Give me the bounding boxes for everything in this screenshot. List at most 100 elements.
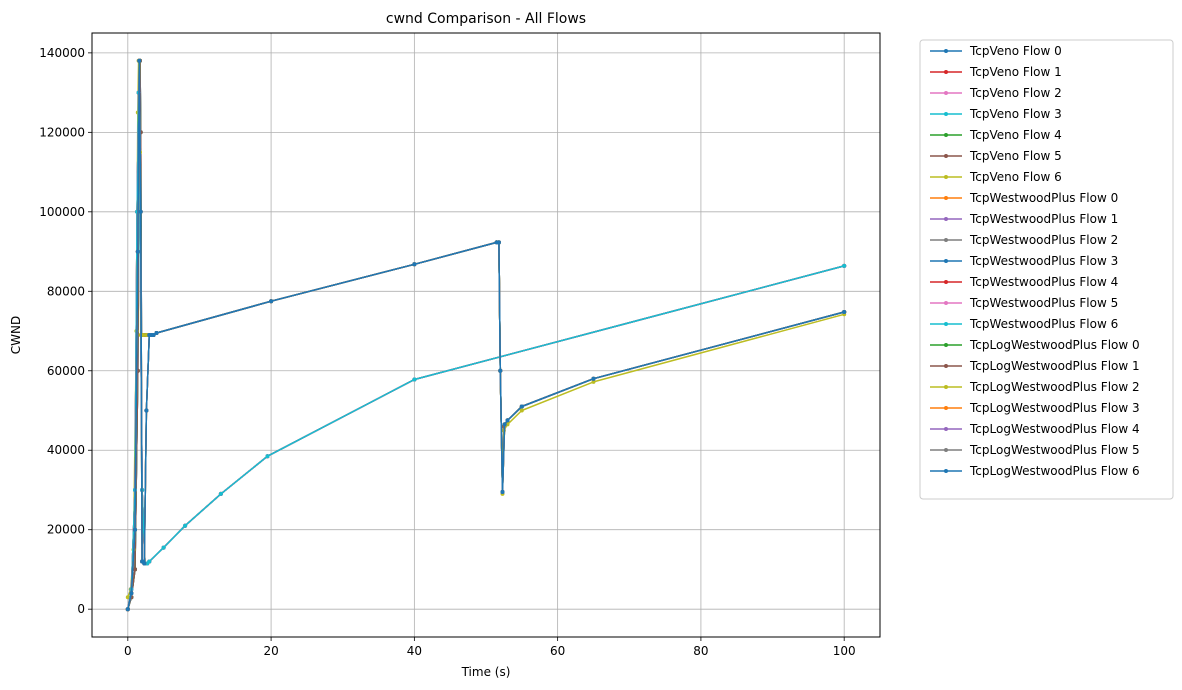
y-tick-label: 60000 xyxy=(47,364,85,378)
data-point xyxy=(842,263,847,268)
x-tick-label: 40 xyxy=(407,644,422,658)
data-point xyxy=(265,454,270,459)
x-axis-title: Time (s) xyxy=(461,665,511,679)
x-tick-label: 100 xyxy=(833,644,856,658)
legend-swatch-marker xyxy=(944,91,948,95)
legend-item: TcpWestwoodPlus Flow 3 xyxy=(930,254,1118,268)
y-tick-label: 120000 xyxy=(39,125,85,139)
series-20 xyxy=(125,58,847,612)
legend-swatch-marker xyxy=(944,406,948,410)
x-tick-label: 60 xyxy=(550,644,565,658)
data-point xyxy=(154,331,159,335)
legend-label: TcpVeno Flow 0 xyxy=(969,44,1062,58)
legend-label: TcpLogWestwoodPlus Flow 1 xyxy=(969,359,1140,373)
data-point xyxy=(183,523,188,528)
y-tick-label: 140000 xyxy=(39,46,85,60)
legend-label: TcpVeno Flow 6 xyxy=(969,170,1062,184)
data-point xyxy=(591,379,596,384)
data-point xyxy=(144,333,149,337)
legend-item: TcpWestwoodPlus Flow 6 xyxy=(930,317,1118,331)
legend-item: TcpLogWestwoodPlus Flow 4 xyxy=(930,422,1140,436)
legend-label: TcpWestwoodPlus Flow 5 xyxy=(969,296,1118,310)
legend-swatch-marker xyxy=(944,238,948,242)
legend-label: TcpWestwoodPlus Flow 4 xyxy=(969,275,1118,289)
y-axis-title: CWND xyxy=(9,316,23,354)
legend-label: TcpWestwoodPlus Flow 0 xyxy=(969,191,1118,205)
data-point xyxy=(412,377,417,382)
legend-swatch-marker xyxy=(944,133,948,137)
legend: TcpVeno Flow 0 TcpVeno Flow 1 TcpVeno Flow… xyxy=(919,39,1174,500)
legend-swatch-marker xyxy=(944,70,948,74)
data-point xyxy=(498,368,503,373)
legend-swatch-marker xyxy=(944,469,948,473)
data-point xyxy=(502,422,507,427)
legend-swatch-marker xyxy=(944,175,948,179)
data-point xyxy=(142,561,147,566)
y-tick-label: 20000 xyxy=(47,523,85,537)
data-point xyxy=(144,408,149,413)
data-point xyxy=(129,591,134,596)
legend-swatch-marker xyxy=(944,427,948,431)
chart-title: cwnd Comparison - All Flows xyxy=(386,11,586,27)
y-tick-label: 100000 xyxy=(39,205,85,219)
data-point xyxy=(412,262,417,267)
legend-label: TcpVeno Flow 5 xyxy=(969,149,1062,163)
legend-swatch-marker xyxy=(944,217,948,221)
data-point xyxy=(137,58,142,63)
legend-label: TcpLogWestwoodPlus Flow 4 xyxy=(969,422,1140,436)
data-point xyxy=(161,545,166,550)
legend-label: TcpLogWestwoodPlus Flow 2 xyxy=(969,380,1140,394)
legend-swatch-marker xyxy=(944,196,948,200)
data-point xyxy=(269,299,274,304)
y-tick-label: 0 xyxy=(77,602,85,616)
legend-swatch-marker xyxy=(944,343,948,347)
y-axis-ticks: 0 20000 40000 60000 80000 100000 120000 140000 xyxy=(39,46,92,616)
legend-item: TcpVeno Flow 0 xyxy=(930,44,1062,58)
legend-item: TcpLogWestwoodPlus Flow 1 xyxy=(930,359,1140,373)
data-point xyxy=(505,422,510,427)
data-point xyxy=(133,527,137,532)
legend-item: TcpVeno Flow 3 xyxy=(930,107,1062,121)
data-point xyxy=(135,249,140,254)
legend-item: TcpWestwoodPlus Flow 0 xyxy=(930,191,1118,205)
legend-swatch-marker xyxy=(944,364,948,368)
legend-swatch-marker xyxy=(944,280,948,284)
legend-label: TcpWestwoodPlus Flow 2 xyxy=(969,233,1118,247)
legend-swatch-marker xyxy=(944,385,948,389)
data-point xyxy=(218,491,223,496)
plot-frame xyxy=(91,32,881,638)
legend-item: TcpWestwoodPlus Flow 4 xyxy=(930,275,1118,289)
data-point xyxy=(151,333,156,337)
legend-label: TcpWestwoodPlus Flow 1 xyxy=(969,212,1118,226)
legend-label: TcpLogWestwoodPlus Flow 3 xyxy=(969,401,1140,415)
legend-swatch-marker xyxy=(944,448,948,452)
legend-label: TcpVeno Flow 2 xyxy=(969,86,1062,100)
y-tick-label: 40000 xyxy=(47,443,85,457)
legend-item: TcpWestwoodPlus Flow 2 xyxy=(930,233,1118,247)
legend-label: TcpVeno Flow 4 xyxy=(969,128,1062,142)
data-point xyxy=(138,209,143,214)
data-point xyxy=(591,376,596,381)
legend-label: TcpWestwoodPlus Flow 3 xyxy=(969,254,1118,268)
legend-item: TcpVeno Flow 6 xyxy=(930,170,1062,184)
legend-frame xyxy=(919,39,1174,500)
x-tick-label: 20 xyxy=(263,644,278,658)
y-tick-label: 80000 xyxy=(47,284,85,298)
data-point xyxy=(519,404,524,409)
data-point xyxy=(125,595,130,600)
legend-item: TcpLogWestwoodPlus Flow 5 xyxy=(930,443,1140,457)
legend-item: TcpLogWestwoodPlus Flow 2 xyxy=(930,380,1140,394)
data-point xyxy=(519,408,524,413)
data-point xyxy=(505,418,510,423)
data-point xyxy=(496,240,501,245)
data-point xyxy=(842,310,847,314)
x-tick-label: 80 xyxy=(693,644,708,658)
x-axis-ticks: 0 20 40 60 80 100 xyxy=(124,637,856,658)
legend-item: TcpVeno Flow 2 xyxy=(930,86,1062,100)
legend-label: TcpVeno Flow 3 xyxy=(969,107,1062,121)
legend-label: TcpVeno Flow 1 xyxy=(969,65,1062,79)
legend-swatch-marker xyxy=(944,154,948,158)
data-point xyxy=(147,559,152,564)
legend-item: TcpLogWestwoodPlus Flow 3 xyxy=(930,401,1140,415)
